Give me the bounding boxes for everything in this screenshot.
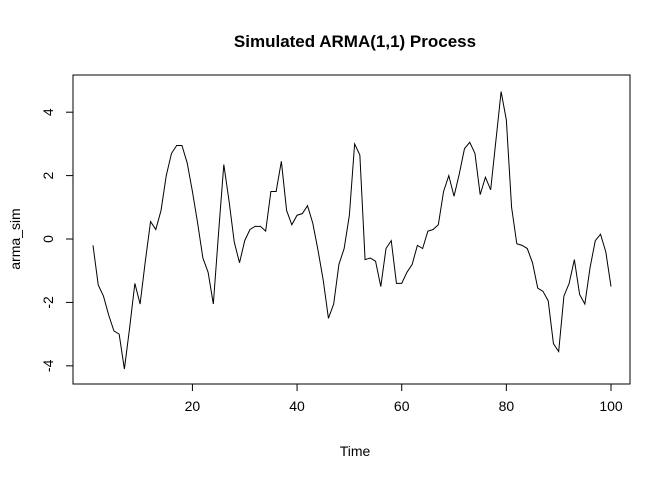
y-axis: -4 -2 0 2 4 [40, 108, 74, 372]
y-tick-label: -4 [40, 359, 56, 372]
x-tick-label: 100 [599, 398, 623, 414]
plot-box [72, 74, 631, 385]
y-tick-label: -2 [40, 296, 56, 309]
x-tick-label: 60 [394, 398, 410, 414]
x-tick-label: 40 [289, 398, 305, 414]
y-tick-label: 2 [40, 172, 56, 180]
x-axis: 20 40 60 80 100 [185, 383, 623, 414]
x-axis-label: Time [340, 443, 371, 459]
y-axis-label: arma_sim [7, 208, 23, 269]
chart-title: Simulated ARMA(1,1) Process [234, 32, 476, 51]
x-tick-label: 80 [499, 398, 515, 414]
x-tick-label: 20 [185, 398, 201, 414]
y-tick-label: 4 [40, 108, 56, 116]
series-line [92, 91, 612, 370]
y-tick-label: 0 [40, 235, 56, 243]
